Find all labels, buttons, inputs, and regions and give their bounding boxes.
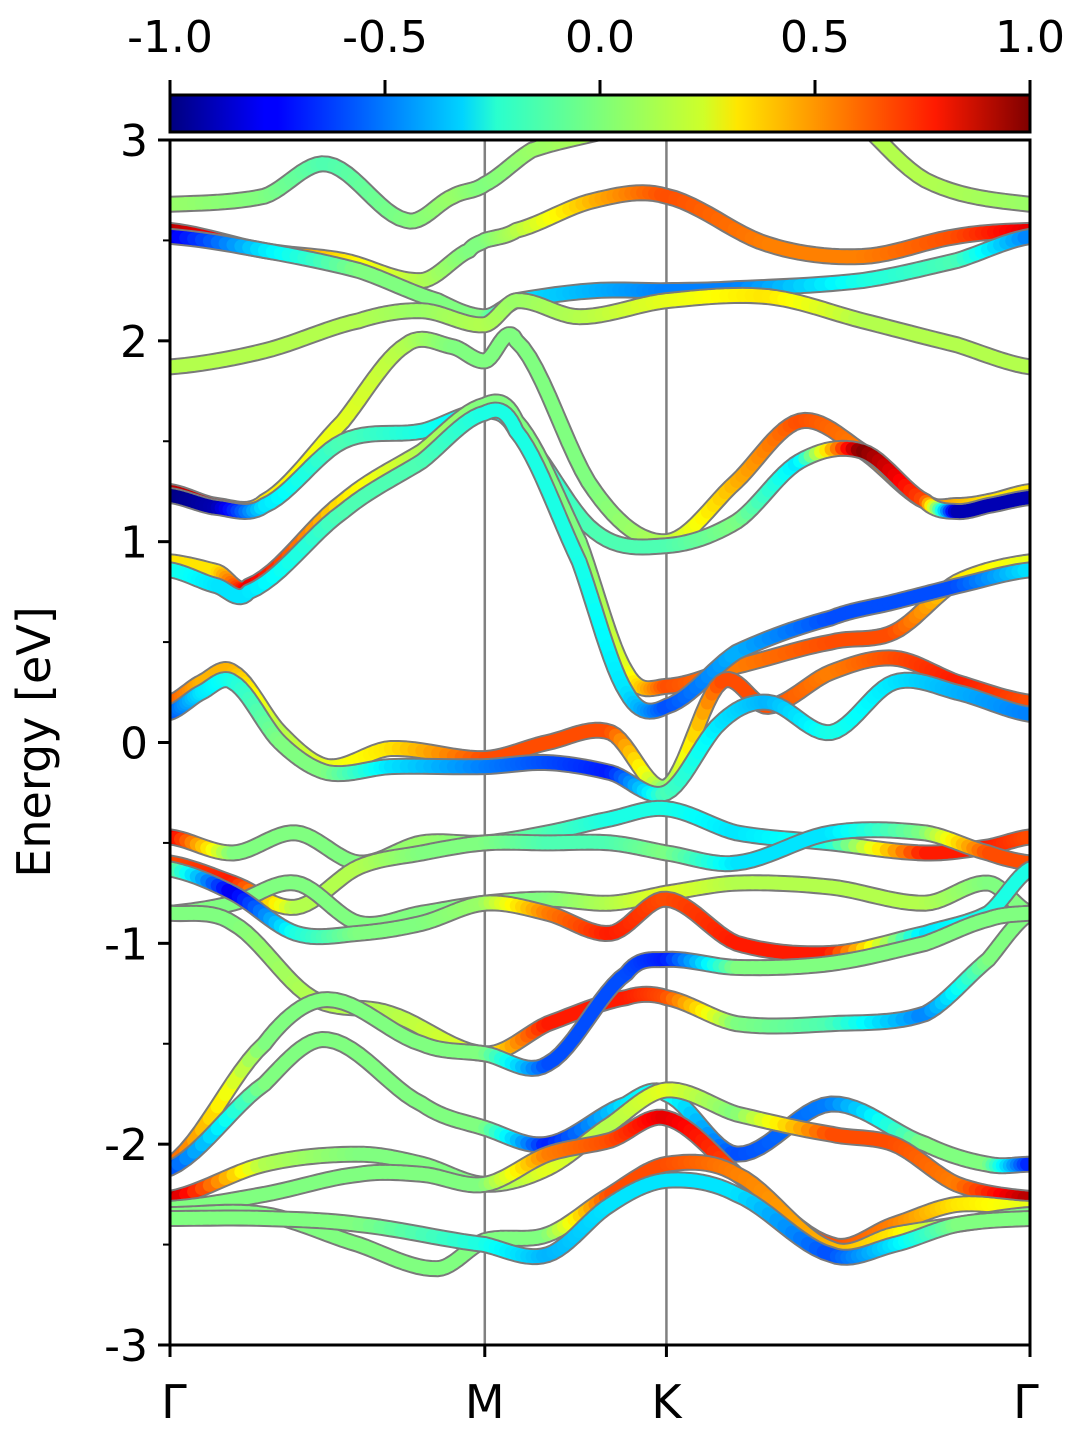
band-segment [731,90,737,91]
y-axis-ticks: -3 -2 -1 0 1 2 3 [104,116,170,1372]
y-tick-label: 3 [120,116,148,167]
band-18 [170,1081,1030,1207]
band-21 [170,1171,1030,1266]
band-segment [579,140,595,143]
band-4 [170,286,1030,376]
y-tick-label: -1 [104,919,148,970]
x-tick-label: K [651,1375,683,1429]
y-tick-label: 1 [120,518,148,569]
plot-area: -3 -2 -1 0 1 2 3 Γ M K Γ Energy [eV] [7,89,1039,1429]
band-segment [800,90,808,92]
colorbar-tick-label: 0.5 [780,12,850,63]
y-tick-label: 2 [120,317,148,368]
band-segment [784,89,792,90]
band-5 [170,326,1030,551]
x-tick-label: M [465,1375,505,1429]
band-10 [170,671,1030,803]
band-segment [571,140,590,145]
bands [170,89,1030,1278]
x-tick-label: Γ [1013,1375,1039,1429]
band-segment [725,90,731,91]
colorbar-ticks: -1.0 -0.5 0.0 0.5 1.0 [127,12,1065,95]
y-tick-label: 0 [120,719,148,770]
y-axis-label: Energy [eV] [7,606,61,877]
colorbar-tick-label: -1.0 [127,12,213,63]
y-tick-label: -2 [104,1120,148,1171]
colorbar-tick-label: 1.0 [995,12,1065,63]
band-segment [792,89,800,90]
band-1 [170,89,1030,230]
colorbar-tick-label: 0.0 [565,12,635,63]
x-tick-label: Γ [161,1375,187,1429]
y-tick-label: -3 [104,1321,148,1372]
colorbar-gradient [168,93,1032,134]
colorbar: -1.0 -0.5 0.0 0.5 1.0 [127,12,1065,134]
band-segment [719,91,725,92]
band-outline [170,326,1030,551]
band-6 [170,402,1030,556]
colorbar-tick-label: -0.5 [342,12,428,63]
band-8 [170,401,1030,720]
high-symmetry-lines [483,140,668,1345]
